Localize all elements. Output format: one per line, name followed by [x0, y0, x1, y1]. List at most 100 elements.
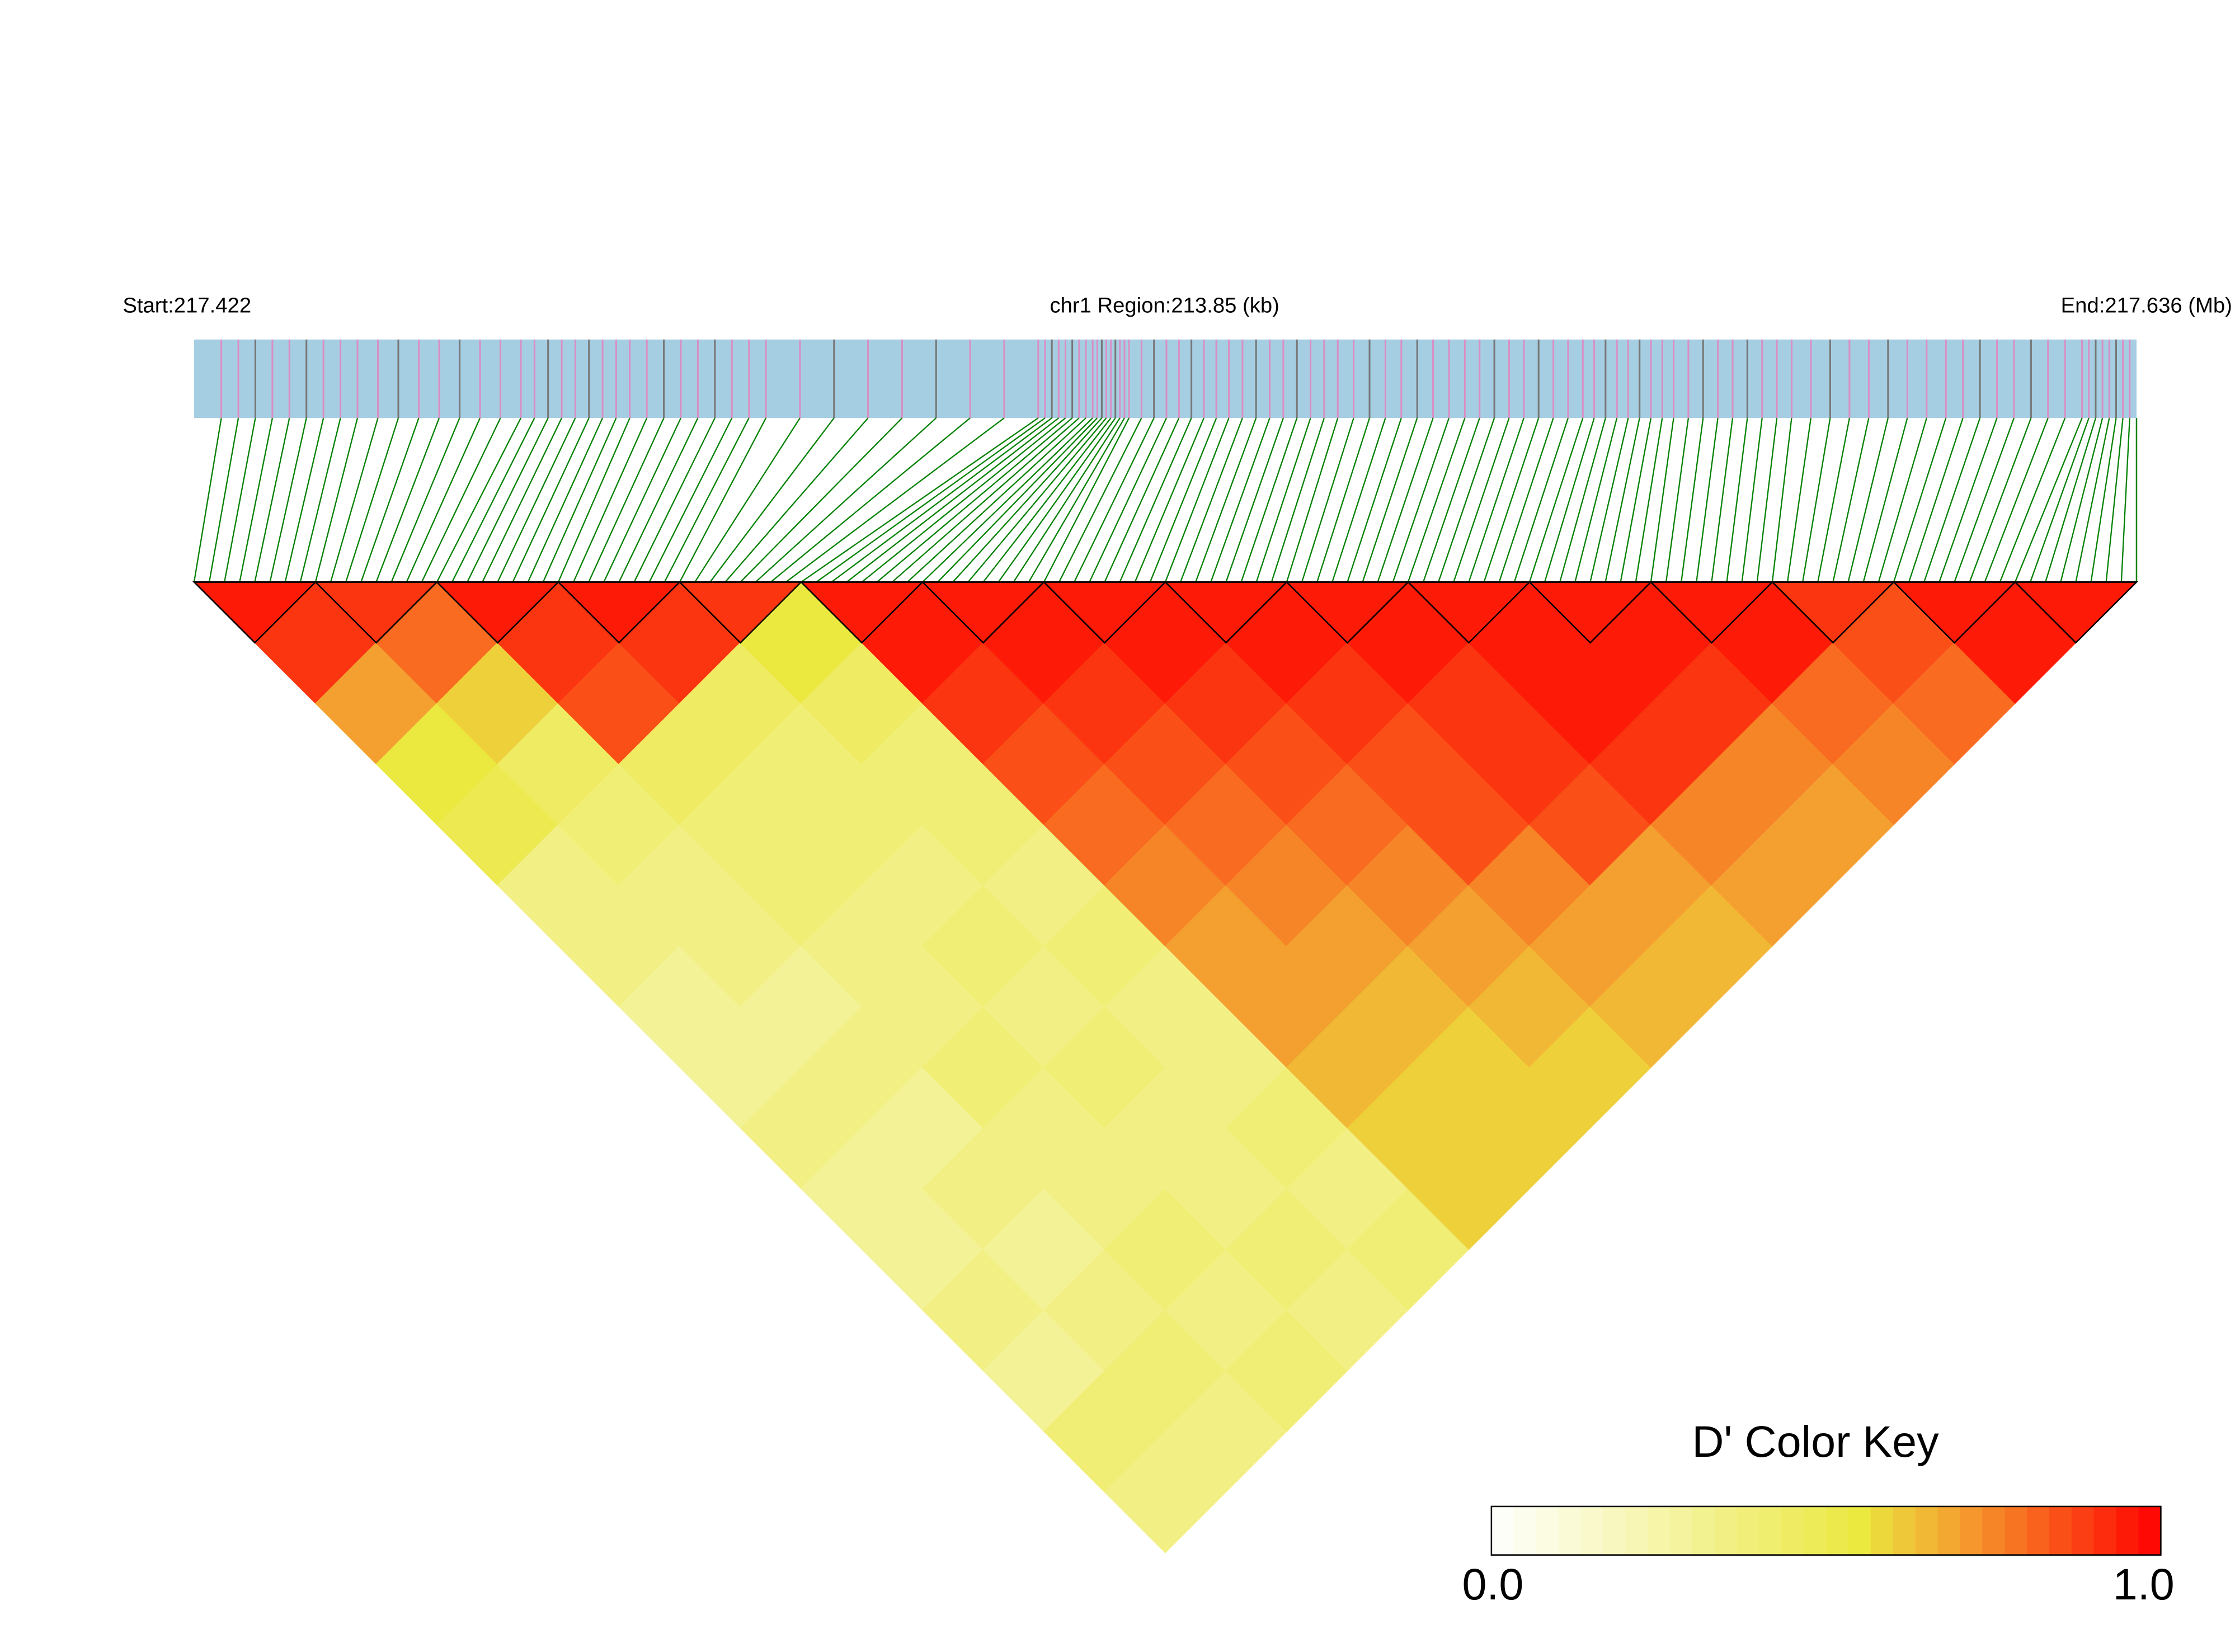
snp-link	[1605, 417, 1640, 582]
snp-link	[982, 417, 1112, 583]
snp-link	[861, 417, 1066, 583]
key-tick-label: 1.0	[2113, 1559, 2175, 1609]
key-segment	[1558, 1506, 1582, 1555]
key-segment	[2138, 1506, 2162, 1555]
key-segment	[2005, 1506, 2028, 1555]
key-segment	[1960, 1506, 1983, 1555]
snp-link	[1286, 417, 1339, 582]
snp-link	[239, 417, 274, 582]
key-segment	[1937, 1506, 1961, 1555]
snp-link	[1316, 417, 1371, 582]
start-label: Start:217.422	[123, 293, 251, 317]
key-segment	[1737, 1506, 1760, 1555]
snp-link	[375, 417, 440, 582]
snp-link	[573, 417, 648, 582]
snp-link	[406, 417, 481, 582]
snp-link	[648, 417, 733, 582]
snp-link	[527, 417, 604, 582]
key-tick-label: 0.0	[1462, 1559, 1523, 1609]
snp-link	[1711, 418, 1734, 582]
snp-link	[557, 417, 630, 582]
key-segment	[1781, 1506, 1805, 1555]
snp-link	[907, 417, 1086, 583]
key-segment	[1982, 1506, 2006, 1555]
key-segment	[1759, 1506, 1782, 1555]
snp-link	[603, 417, 682, 582]
snp-link	[664, 417, 750, 582]
snp-link	[1528, 417, 1584, 582]
snp-link	[1544, 417, 1595, 582]
key-segment	[1804, 1506, 1827, 1555]
snp-link	[846, 417, 1060, 583]
snp-link	[2075, 417, 2110, 582]
snp-link	[1696, 418, 1719, 582]
snp-link	[1043, 417, 1130, 582]
snp-link	[1438, 417, 1495, 582]
key-segment	[1536, 1506, 1559, 1555]
key-segment	[1870, 1506, 1894, 1555]
key-segment	[1826, 1506, 1850, 1555]
snp-link	[967, 417, 1107, 583]
snp-link	[1028, 417, 1125, 583]
snp-link	[816, 417, 1046, 583]
snp-link	[1893, 417, 1947, 582]
snp-link	[1255, 417, 1311, 582]
key-segment	[2049, 1506, 2073, 1555]
snp-link	[1149, 417, 1217, 582]
snp-link	[1271, 417, 1325, 582]
key-segment	[1893, 1506, 1916, 1555]
snp-link	[1074, 417, 1155, 582]
snp-link	[876, 417, 1073, 583]
key-segment	[2071, 1506, 2095, 1555]
snp-link	[1756, 418, 1778, 582]
snp-link	[208, 417, 239, 582]
key-segment	[1580, 1506, 1604, 1555]
snp-link	[1878, 417, 1927, 582]
snp-link	[1559, 417, 1606, 582]
snp-link	[1453, 417, 1510, 582]
snp-link	[1817, 417, 1851, 582]
snp-link	[512, 417, 590, 582]
snp-link	[390, 417, 460, 582]
snp-link	[1195, 417, 1257, 582]
snp-link	[1513, 417, 1569, 582]
snp-link	[679, 417, 767, 582]
end-label: End:217.636 (Mb)	[2061, 293, 2232, 317]
snp-link	[2120, 418, 2130, 582]
snp-link	[542, 417, 617, 582]
snp-link	[831, 417, 1052, 583]
snp-link	[1089, 417, 1168, 582]
snp-link	[299, 417, 341, 582]
snp-link	[1771, 418, 1792, 582]
snp-link	[1984, 417, 2049, 582]
snp-link	[193, 417, 222, 582]
key-segment	[1669, 1506, 1693, 1555]
snp-link	[785, 417, 1005, 583]
snp-link	[997, 417, 1116, 583]
snp-link	[1635, 417, 1663, 582]
key-segment	[1491, 1506, 1515, 1555]
snp-link	[633, 417, 716, 582]
snp-link	[1331, 417, 1386, 582]
snp-link	[937, 417, 1098, 583]
snp-link	[2105, 418, 2124, 582]
snp-link	[1741, 418, 1763, 582]
snp-link	[588, 417, 665, 582]
snp-link	[1969, 417, 2032, 582]
snp-link	[1104, 417, 1180, 582]
snp-link	[724, 417, 869, 583]
snp-link	[1483, 417, 1540, 582]
snp-link	[467, 417, 549, 582]
snp-link	[224, 417, 256, 582]
key-segment	[1692, 1506, 1715, 1555]
snp-link	[314, 417, 359, 582]
snp-link	[2014, 417, 2083, 582]
snp-link	[1377, 417, 1434, 582]
snp-link	[801, 417, 1039, 583]
snp-link	[1180, 417, 1243, 582]
snp-link	[694, 417, 801, 583]
snp-link	[497, 417, 576, 582]
snp-link	[1862, 417, 1908, 582]
snp-link	[2090, 418, 2117, 582]
